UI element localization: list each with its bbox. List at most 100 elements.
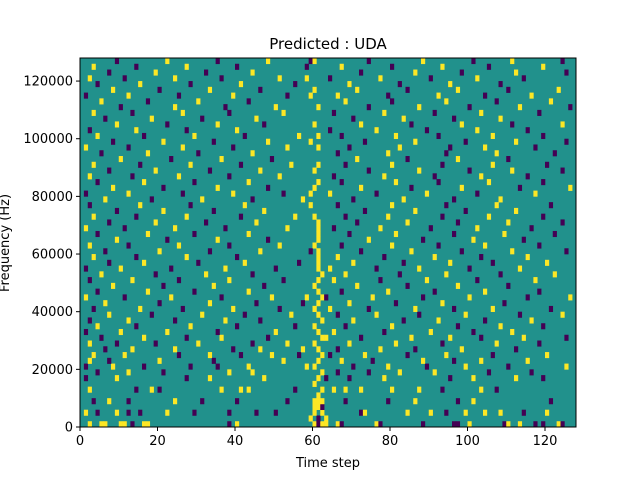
heatmap-cell-high	[463, 363, 468, 370]
heatmap-cell-high	[521, 334, 526, 341]
heatmap-cell-low	[467, 167, 472, 174]
heatmap-cell-high	[316, 132, 321, 140]
heatmap-cell-high	[165, 409, 170, 416]
heatmap-cell-low	[281, 190, 286, 197]
heatmap-cell-low	[393, 300, 399, 307]
heatmap-cell-high	[390, 386, 395, 393]
heatmap-cell-low	[498, 271, 503, 278]
heatmap-cell-high	[541, 63, 546, 70]
heatmap-cell-low	[483, 317, 488, 324]
heatmap-cell-low	[235, 63, 240, 70]
x-tick-label: 80	[382, 434, 399, 449]
heatmap-cell-low	[351, 363, 356, 370]
heatmap-cell-high	[99, 271, 104, 278]
heatmap-cell-high	[324, 415, 329, 422]
heatmap-cell-low	[204, 219, 209, 226]
heatmap-cell-high	[204, 271, 209, 278]
heatmap-cell-low	[153, 340, 158, 347]
heatmap-cell-low	[374, 190, 379, 197]
heatmap-cell-high	[114, 121, 120, 128]
heatmap-cell-high	[479, 109, 484, 116]
heatmap-cell-high	[405, 409, 410, 416]
heatmap-cell-low	[471, 58, 476, 65]
heatmap-cell-high	[300, 196, 306, 203]
heatmap-cell-low	[219, 294, 224, 301]
heatmap-cell-low	[339, 288, 344, 295]
heatmap-cell-low	[122, 294, 127, 301]
heatmap-cell-high	[320, 398, 325, 405]
heatmap-cell-low	[324, 294, 329, 301]
heatmap-cell-high	[347, 300, 352, 307]
heatmap-cell-low	[130, 421, 135, 428]
heatmap-cell-low	[359, 248, 364, 255]
heatmap-cell-low	[362, 138, 368, 145]
heatmap-cell-high	[262, 375, 267, 382]
heatmap-cell-high	[494, 150, 499, 157]
heatmap-cell-high	[312, 340, 317, 347]
heatmap-cell-low	[452, 115, 457, 122]
heatmap-cell-high	[246, 363, 251, 370]
heatmap-cell-high	[83, 294, 89, 301]
y-tick-label: 60000	[32, 248, 73, 263]
heatmap-cell-high	[413, 207, 418, 214]
heatmap-cell-high	[316, 357, 321, 364]
heatmap-cell-low	[366, 104, 371, 111]
heatmap-cell-high	[374, 421, 379, 428]
heatmap-cell-low	[196, 150, 201, 157]
heatmap-cell-high	[258, 167, 263, 174]
heatmap-cell-low	[517, 184, 523, 191]
heatmap-cell-low	[250, 271, 255, 278]
heatmap-cell-high	[192, 132, 197, 140]
heatmap-cell-low	[107, 219, 112, 226]
heatmap-cell-low	[188, 202, 193, 209]
heatmap-cell-high	[238, 81, 244, 88]
heatmap-cell-high	[370, 294, 375, 301]
heatmap-cell-high	[316, 144, 321, 151]
heatmap-cell-high	[111, 282, 116, 289]
heatmap-cell-high	[316, 277, 321, 284]
heatmap-cell-low	[548, 398, 554, 405]
heatmap-cell-high	[312, 121, 317, 128]
heatmap-cell-low	[541, 179, 546, 186]
heatmap-cell-low	[293, 323, 298, 330]
heatmap-cell-high	[145, 288, 151, 295]
heatmap-cell-high	[459, 121, 464, 128]
heatmap-cells	[83, 58, 573, 428]
heatmap-cell-low	[238, 352, 244, 359]
heatmap-cell-high	[138, 81, 143, 88]
heatmap-cell-high	[103, 300, 108, 307]
heatmap-cell-low	[428, 225, 433, 232]
heatmap-cell-high	[444, 271, 449, 278]
heatmap-cell-high	[316, 225, 321, 232]
heatmap-cell-high	[514, 207, 519, 214]
heatmap-cell-low	[560, 167, 565, 174]
heatmap-cell-high	[328, 190, 333, 197]
heatmap-cell-low	[95, 369, 100, 376]
heatmap-cell-low	[440, 213, 445, 220]
heatmap-cell-high	[215, 121, 220, 128]
heatmap-cell-high	[417, 167, 422, 174]
heatmap-cell-low	[455, 398, 461, 405]
heatmap-cell-high	[428, 409, 433, 416]
heatmap-cell-low	[374, 265, 379, 272]
heatmap-cell-high	[347, 340, 352, 347]
heatmap-cell-high	[448, 334, 453, 341]
heatmap-cell-high	[281, 357, 286, 364]
heatmap-cell-low	[316, 421, 321, 428]
heatmap-cell-high	[114, 375, 120, 382]
heatmap-cell-low	[386, 92, 391, 99]
heatmap-cell-low	[459, 69, 464, 76]
heatmap-cell-low	[421, 294, 426, 301]
heatmap-cell-high	[556, 86, 561, 93]
heatmap-cell-low	[134, 213, 139, 220]
heatmap-cell-high	[242, 202, 247, 209]
heatmap-cell-low	[545, 161, 550, 168]
heatmap-cell-low	[118, 104, 123, 111]
heatmap-cell-high	[517, 421, 523, 428]
heatmap-cell-low	[223, 225, 228, 232]
heatmap-cell-high	[289, 161, 294, 168]
heatmap-cell-high	[200, 196, 205, 203]
heatmap-cell-high	[316, 398, 321, 405]
heatmap-cell-high	[157, 357, 162, 364]
heatmap-cell-high	[486, 179, 492, 186]
